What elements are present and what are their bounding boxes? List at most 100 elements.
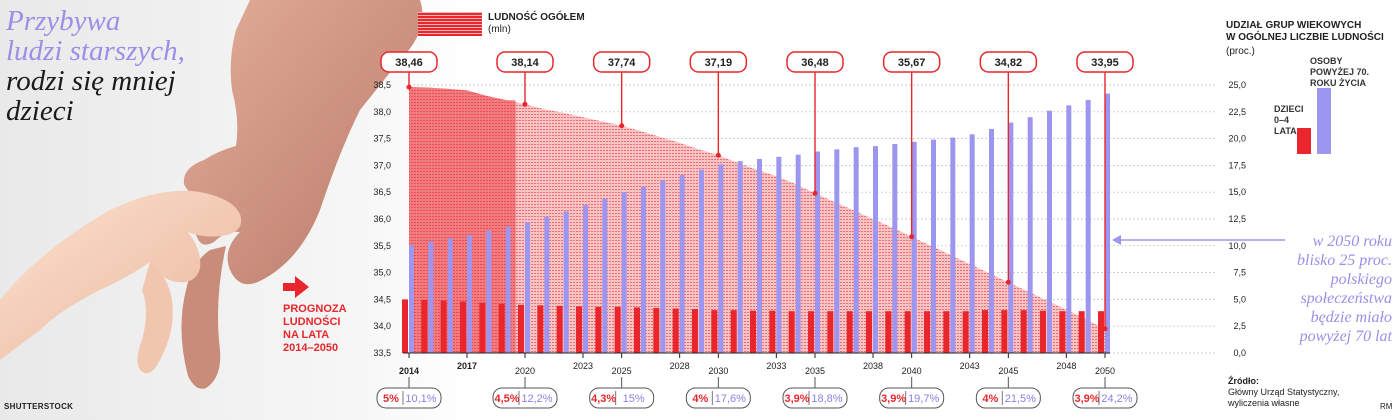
x-tick-label: 2033	[766, 361, 786, 371]
right-axis-tick: 7,5	[1233, 268, 1246, 278]
kids-bar	[634, 307, 640, 353]
elderly-bar	[1105, 93, 1110, 354]
headline-line-4: dzieci	[6, 95, 74, 127]
right-axis-tick: 17,5	[1228, 160, 1246, 170]
elderly-bar	[699, 169, 704, 353]
kids-bar	[924, 311, 930, 353]
kids-bar	[402, 299, 408, 353]
x-tick-label: 2030	[708, 366, 728, 376]
age-groups-title-line-1: UDZIAŁ GRUP WIEKOWYCH	[1226, 20, 1362, 31]
note-arrow-head	[1112, 235, 1121, 245]
kids-bar	[576, 306, 582, 353]
kids-bar	[982, 310, 988, 353]
elderly-bar	[641, 186, 646, 353]
elderly-bar	[757, 158, 762, 353]
left-axis-tick: 34,5	[373, 294, 391, 304]
right-axis-tick: 2,5	[1233, 321, 1246, 331]
kids-bar	[421, 299, 428, 353]
kids-bar	[1078, 311, 1085, 353]
pct-box	[376, 387, 442, 409]
elderly-bar	[834, 149, 840, 353]
forecast-label: PROGNOZA LUDNOŚCI NA LATA 2014–2050	[283, 303, 368, 355]
pct-elderly: 17,6%	[715, 393, 746, 405]
elderly-bar	[815, 151, 820, 353]
callout-box	[592, 51, 651, 73]
pct-box	[685, 387, 751, 409]
left-axis-tick: 35,5	[373, 241, 391, 251]
callout-value: 37,19	[705, 57, 733, 69]
legend-old-label: OSOBY POWYŻEJ 70. ROKU ŻYCIA	[1310, 56, 1390, 89]
kids-bar	[537, 305, 544, 353]
source-line: Główny Urząd Statystyczny,	[1228, 387, 1340, 397]
elderly-bar	[660, 180, 666, 353]
x-tick-label: 2048	[1056, 361, 1076, 371]
callout-box	[979, 51, 1038, 73]
kids-bar	[692, 309, 698, 353]
callout-dot	[619, 123, 625, 129]
right-axis-tick: 12,5	[1228, 214, 1246, 224]
kids-bar	[672, 308, 679, 353]
elderly-bar	[428, 241, 434, 353]
x-tick-label: 2025	[612, 366, 632, 376]
pct-elderly: 21,5%	[1005, 393, 1036, 405]
annotation-line: społeczeństwa	[1300, 290, 1392, 307]
annotation-line: blisko 25 proc.	[1297, 252, 1392, 269]
elderly-bar	[873, 146, 878, 353]
legend-old-line: ROKU ŻYCIA	[1310, 78, 1366, 88]
annotation-2050: w 2050 roku blisko 25 proc. polskiego sp…	[1262, 232, 1392, 346]
right-axis-tick: 15,0	[1228, 187, 1246, 197]
kids-bar	[440, 300, 447, 353]
kids-bar	[827, 311, 834, 353]
callout-dot	[909, 234, 915, 240]
callout-value: 35,67	[898, 57, 926, 69]
forecast-label-line: NA LATA	[283, 329, 330, 341]
kids-bar	[846, 311, 853, 353]
pct-kids: 3,9%	[881, 393, 906, 405]
callout-dot	[522, 101, 528, 107]
callout-box	[786, 51, 844, 73]
callout-value: 38,46	[395, 57, 423, 69]
callout-dot	[812, 190, 818, 196]
kids-bar	[904, 311, 911, 353]
pct-elderly: 15%	[623, 393, 645, 405]
pct-elderly: 24,2%	[1101, 393, 1132, 405]
kids-bar	[1098, 311, 1104, 353]
left-axis-tick: 37,0	[373, 160, 391, 170]
x-tick-label: 2020	[515, 366, 535, 376]
elderly-bar	[679, 175, 685, 353]
elderly-bar	[776, 156, 782, 353]
elderly-bar	[950, 137, 956, 353]
elderly-bar	[989, 128, 994, 353]
elderly-bar	[1085, 100, 1091, 354]
right-axis-tick: 10,0	[1228, 241, 1246, 251]
age-groups-legend: UDZIAŁ GRUP WIEKOWYCH W OGÓLNEJ LICZBIE …	[1226, 20, 1396, 57]
forecast-label-line: PROGNOZA	[283, 303, 347, 315]
elderly-bar	[1027, 117, 1033, 353]
photo-credit: SHUTTERSTOCK	[4, 402, 74, 411]
kids-bar	[1001, 310, 1008, 353]
elderly-bar	[525, 222, 530, 353]
pct-elderly: 10,1%	[405, 393, 436, 405]
left-axis-tick: 36,0	[373, 214, 391, 224]
annotation-line: powyżej 70 lat	[1299, 328, 1392, 345]
kids-bar	[518, 304, 524, 353]
legend-total-label: LUDNOŚĆ OGÓŁEM	[488, 12, 585, 23]
left-axis-tick: 34,0	[373, 321, 391, 331]
kids-bar	[595, 306, 602, 353]
pct-elderly: 19,7%	[908, 393, 939, 405]
callout-dot	[715, 152, 721, 158]
annotation-line: w 2050 roku	[1312, 233, 1392, 250]
source-heading: Źródło:	[1228, 376, 1259, 386]
elderly-bar	[505, 226, 511, 353]
kids-bar	[556, 305, 563, 353]
callout-dot	[1102, 326, 1108, 332]
elderly-bar	[447, 238, 453, 353]
right-axis-tick: 20,0	[1228, 134, 1246, 144]
headline-line-2: ludzi starszych,	[6, 35, 185, 67]
pct-kids: 3,9%	[784, 393, 809, 405]
callout-box	[1076, 51, 1134, 73]
pct-kids: 4,3%	[591, 393, 616, 405]
elderly-bar	[563, 211, 569, 353]
kids-bar	[769, 310, 776, 353]
forecast-label-line: LUDNOŚCI	[283, 316, 341, 328]
